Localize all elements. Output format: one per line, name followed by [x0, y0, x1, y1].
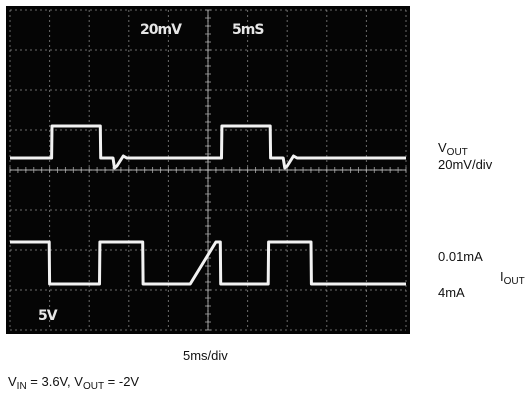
vout-cond-value: = -2V — [104, 374, 140, 389]
test-conditions: VIN = 3.6V, VOUT = -2V — [8, 374, 140, 392]
scope-graticule — [9, 9, 407, 331]
scope-channel-scale-label: 5V — [38, 308, 58, 324]
x-axis-time-div-label: 5ms/div — [183, 348, 228, 363]
iout-low-level-label: 4mA — [438, 285, 465, 300]
vout-subscript: OUT — [446, 147, 468, 158]
vout-cond-subscript: OUT — [82, 381, 105, 392]
iout-subscript: OUT — [503, 276, 525, 287]
iout-high-level-label: 0.01mA — [438, 249, 483, 264]
vout-cond-symbol: V — [74, 374, 83, 389]
iout-symbol: I — [500, 269, 504, 284]
scope-traces — [10, 124, 406, 286]
iout-series-label: IOUT — [500, 269, 525, 287]
scope-volts-div-label: 20mV — [140, 22, 182, 38]
trace-v-out — [10, 124, 406, 170]
vin-symbol: V — [8, 374, 17, 389]
trace-i-out — [10, 240, 406, 286]
vin-value: = 3.6V, — [26, 374, 75, 389]
scope-time-div-label: 5mS — [232, 22, 264, 38]
vout-scale-label: 20mV/div — [438, 157, 493, 172]
vout-series-label: VOUT — [438, 140, 468, 158]
vout-symbol: V — [438, 140, 447, 155]
vin-subscript: IN — [16, 381, 27, 392]
